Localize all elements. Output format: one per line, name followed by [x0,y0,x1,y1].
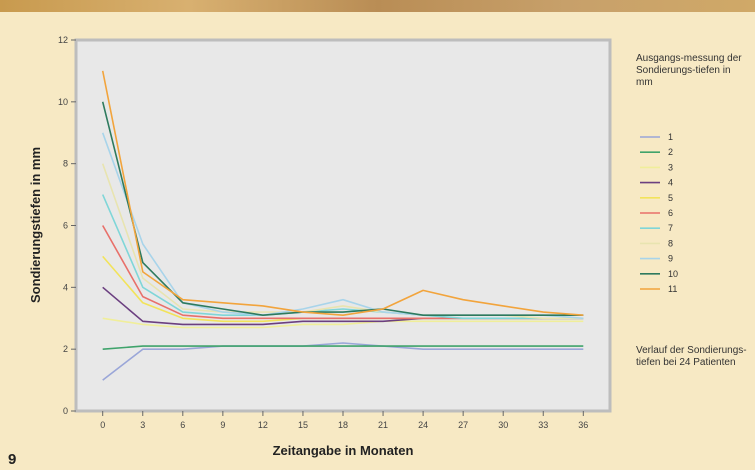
legend-label-2: 2 [668,147,673,157]
y-tick-label: 0 [63,406,68,416]
legend-label-5: 5 [668,193,673,203]
legend-label-1: 1 [668,132,673,142]
x-tick-label: 9 [220,420,225,430]
legend: 1 2 3 4 5 6 7 8 9 10 11 [640,132,678,294]
legend-title: Ausgangs-messung der Sondierungs-tiefen … [636,53,742,88]
series-line-2 [102,345,584,350]
y-tick-label: 6 [63,221,68,231]
figure-number: 9 [8,451,17,468]
legend-label-9: 9 [668,254,673,264]
x-tick-label: 15 [298,420,308,430]
legend-label-11: 11 [668,284,677,294]
legend-label-3: 3 [668,162,673,172]
legend-label-7: 7 [668,223,673,233]
y-tick-label: 8 [63,159,68,169]
x-tick-label: 3 [140,420,145,430]
series-line-11 [101,70,584,317]
x-tick-label: 6 [180,420,185,430]
y-axis: 0 2 4 6 8 10 12 [58,35,76,416]
y-tick-label: 2 [63,344,68,354]
decorative-top-band [0,0,755,12]
x-tick-label: 12 [258,420,268,430]
legend-label-10: 10 [668,269,678,279]
y-tick-label: 10 [58,97,68,107]
x-tick-label: 30 [498,420,508,430]
legend-label-8: 8 [668,238,673,248]
x-tick-label: 27 [458,420,468,430]
x-tick-label: 21 [378,420,388,430]
y-axis-title: Sondierungstiefen in mm [28,147,43,303]
series-line-3 [102,317,584,329]
legend-note: Verlauf der Sondierungs-tiefen bei 24 Pa… [636,345,747,368]
y-tick-label: 4 [63,282,68,292]
y-tick-label: 12 [58,35,68,45]
x-tick-label: 24 [418,420,428,430]
series-line-7 [101,194,584,320]
x-tick-label: 0 [100,420,105,430]
series-line-1 [102,342,584,381]
legend-label-4: 4 [668,178,673,188]
x-tick-label: 33 [538,420,548,430]
series-lines [101,70,584,381]
x-tick-label: 36 [578,420,588,430]
x-axis-title: Zeitangabe in Monaten [273,443,414,458]
series-line-10 [101,101,584,317]
x-tick-label: 18 [338,420,348,430]
legend-label-6: 6 [668,208,673,218]
x-axis: 0 3 6 9 12 15 18 21 24 27 30 33 36 [100,411,588,430]
plot-area [74,38,612,413]
